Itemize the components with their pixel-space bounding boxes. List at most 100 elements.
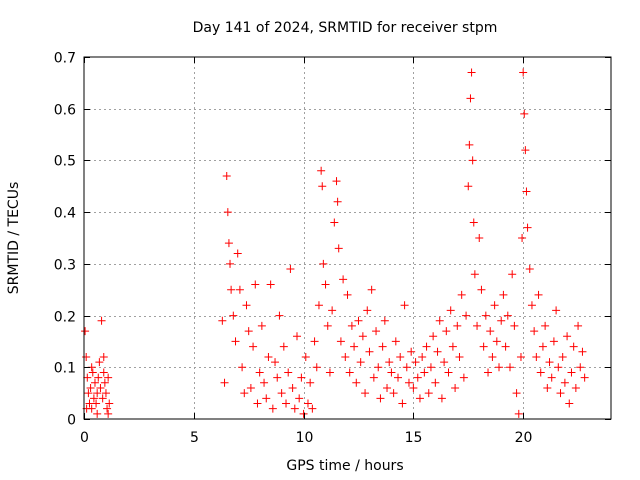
- data-point: [477, 285, 486, 294]
- data-point: [347, 321, 356, 330]
- data-point: [567, 368, 576, 377]
- data-point: [277, 389, 286, 398]
- data-point: [303, 399, 312, 408]
- data-point: [465, 140, 474, 149]
- data-point: [100, 378, 109, 387]
- data-point: [420, 368, 429, 377]
- data-point: [82, 352, 91, 361]
- data-point: [240, 389, 249, 398]
- data-point: [552, 306, 561, 315]
- data-point: [264, 352, 273, 361]
- data-point: [409, 383, 418, 392]
- data-point: [105, 399, 114, 408]
- data-point: [325, 368, 334, 377]
- data-point: [389, 389, 398, 398]
- data-point: [299, 409, 308, 418]
- data-point: [253, 399, 262, 408]
- data-point: [468, 156, 477, 165]
- data-point: [569, 342, 578, 351]
- y-axis-label: SRMTID / TECUs: [6, 182, 22, 295]
- data-point: [527, 301, 536, 310]
- data-point: [398, 399, 407, 408]
- data-point: [101, 389, 110, 398]
- data-point: [92, 399, 101, 408]
- data-point: [543, 383, 552, 392]
- data-point: [292, 332, 301, 341]
- data-point: [273, 373, 282, 382]
- data-point: [407, 347, 416, 356]
- data-point: [97, 316, 106, 325]
- data-point: [282, 399, 291, 408]
- data-point: [440, 358, 449, 367]
- data-point: [103, 404, 112, 413]
- data-point: [510, 321, 519, 330]
- x-tick-label: 20: [515, 430, 533, 446]
- data-point: [488, 352, 497, 361]
- data-point: [383, 383, 392, 392]
- data-point: [554, 363, 563, 372]
- data-point: [358, 332, 367, 341]
- data-point: [530, 327, 539, 336]
- data-point: [404, 378, 413, 387]
- data-point: [323, 321, 332, 330]
- data-point: [96, 383, 105, 392]
- data-point: [365, 347, 374, 356]
- data-point: [290, 404, 299, 413]
- data-point: [268, 404, 277, 413]
- data-point: [81, 327, 90, 336]
- data-point: [334, 244, 343, 253]
- x-axis-label: GPS time / hours: [286, 458, 403, 474]
- data-point: [231, 337, 240, 346]
- y-tick-label: 0.7: [54, 51, 76, 67]
- data-point: [453, 321, 462, 330]
- data-point: [220, 378, 229, 387]
- data-point: [545, 358, 554, 367]
- data-point: [512, 389, 521, 398]
- data-point: [99, 352, 108, 361]
- grid-layer: [84, 57, 611, 419]
- data-point: [288, 383, 297, 392]
- y-tick-label: 0.6: [54, 103, 76, 119]
- data-point: [466, 94, 475, 103]
- data-point: [233, 249, 242, 258]
- data-point: [284, 368, 293, 377]
- data-point: [547, 373, 556, 382]
- data-point: [352, 378, 361, 387]
- plot-frame: [83, 56, 612, 420]
- data-point: [345, 368, 354, 377]
- data-point: [481, 311, 490, 320]
- data-point: [374, 363, 383, 372]
- data-point: [467, 68, 476, 77]
- data-point: [457, 290, 466, 299]
- data-point: [275, 311, 284, 320]
- data-point: [238, 363, 247, 372]
- data-layer: [81, 68, 589, 418]
- data-point: [86, 383, 95, 392]
- data-point: [330, 218, 339, 227]
- data-point: [411, 358, 420, 367]
- data-point: [356, 358, 365, 367]
- data-point: [341, 352, 350, 361]
- data-point: [516, 352, 525, 361]
- data-point: [218, 316, 227, 325]
- data-point: [83, 373, 92, 382]
- y-tick-label: 0.2: [54, 310, 76, 326]
- data-point: [343, 290, 352, 299]
- x-tick-label: 0: [80, 430, 89, 446]
- data-point: [93, 409, 102, 418]
- data-point: [104, 373, 113, 382]
- data-point: [473, 321, 482, 330]
- x-tick-label: 5: [190, 430, 199, 446]
- y-tick-label: 0.1: [54, 361, 76, 377]
- data-point: [310, 337, 319, 346]
- data-point: [563, 332, 572, 341]
- data-point: [314, 301, 323, 310]
- data-point: [571, 383, 580, 392]
- data-point: [354, 316, 363, 325]
- data-point: [378, 342, 387, 351]
- data-point: [222, 171, 231, 180]
- data-point: [321, 280, 330, 289]
- data-point: [415, 394, 424, 403]
- data-point: [520, 109, 529, 118]
- data-point: [242, 301, 251, 310]
